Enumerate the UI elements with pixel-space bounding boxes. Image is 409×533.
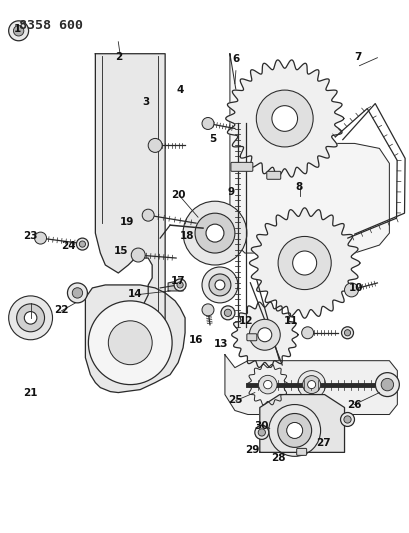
Circle shape: [301, 327, 313, 339]
Text: 27: 27: [315, 438, 330, 448]
Text: 20: 20: [171, 190, 185, 200]
Text: 26: 26: [346, 400, 360, 410]
Circle shape: [79, 241, 85, 247]
Circle shape: [292, 251, 316, 275]
Polygon shape: [95, 54, 165, 340]
Text: 12: 12: [238, 316, 252, 326]
Circle shape: [256, 90, 312, 147]
Circle shape: [17, 304, 45, 332]
Polygon shape: [168, 281, 183, 291]
Text: 13: 13: [213, 338, 228, 349]
Circle shape: [142, 209, 154, 221]
Text: 6: 6: [231, 54, 239, 64]
Circle shape: [286, 423, 301, 438]
Text: 18: 18: [179, 231, 193, 241]
Text: 7: 7: [354, 52, 361, 62]
Polygon shape: [225, 354, 396, 415]
Polygon shape: [247, 365, 288, 405]
Text: 14: 14: [128, 289, 142, 299]
FancyBboxPatch shape: [266, 171, 280, 179]
Circle shape: [341, 327, 353, 339]
Circle shape: [76, 238, 88, 250]
Text: 29: 29: [244, 445, 258, 455]
FancyBboxPatch shape: [230, 163, 252, 171]
Circle shape: [131, 248, 145, 262]
Text: 30: 30: [254, 421, 268, 431]
Polygon shape: [249, 208, 359, 318]
Circle shape: [24, 312, 37, 324]
Polygon shape: [85, 285, 184, 393]
Text: 16: 16: [188, 335, 203, 345]
Circle shape: [108, 321, 152, 365]
Circle shape: [268, 405, 320, 456]
Circle shape: [249, 319, 280, 350]
Circle shape: [72, 288, 83, 298]
Circle shape: [271, 106, 297, 131]
Circle shape: [297, 370, 325, 399]
Text: 3: 3: [142, 97, 149, 107]
Circle shape: [209, 274, 230, 296]
Circle shape: [343, 416, 350, 423]
Polygon shape: [229, 54, 389, 253]
Circle shape: [9, 21, 29, 41]
Text: 23: 23: [23, 231, 37, 241]
Circle shape: [148, 139, 162, 152]
Circle shape: [9, 296, 52, 340]
Text: 2: 2: [115, 52, 123, 62]
Circle shape: [375, 373, 398, 397]
Text: 8358 600: 8358 600: [18, 19, 83, 32]
Text: 25: 25: [228, 395, 242, 406]
Text: 19: 19: [120, 217, 134, 228]
FancyBboxPatch shape: [246, 334, 256, 341]
Text: 24: 24: [61, 241, 75, 252]
Circle shape: [174, 279, 186, 291]
Circle shape: [263, 381, 271, 389]
Text: 22: 22: [54, 305, 68, 315]
Text: 21: 21: [23, 388, 37, 398]
Circle shape: [67, 283, 87, 303]
Circle shape: [224, 309, 231, 317]
FancyBboxPatch shape: [296, 448, 306, 455]
Text: 10: 10: [348, 282, 362, 293]
Circle shape: [183, 201, 246, 265]
Circle shape: [257, 328, 271, 342]
Circle shape: [277, 237, 330, 289]
Circle shape: [220, 306, 234, 320]
Circle shape: [277, 414, 311, 447]
Circle shape: [205, 224, 223, 242]
Text: 17: 17: [171, 277, 185, 286]
Text: 11: 11: [283, 316, 297, 326]
Text: 4: 4: [176, 85, 184, 95]
Circle shape: [13, 26, 24, 36]
Text: 1: 1: [14, 24, 21, 34]
Circle shape: [344, 330, 350, 336]
Circle shape: [88, 301, 172, 385]
Circle shape: [34, 232, 47, 244]
Polygon shape: [225, 60, 343, 177]
Circle shape: [202, 267, 237, 303]
Circle shape: [202, 117, 213, 130]
Circle shape: [258, 429, 265, 436]
Circle shape: [177, 282, 183, 288]
Text: 8: 8: [294, 182, 302, 192]
Circle shape: [380, 378, 393, 391]
Circle shape: [302, 376, 320, 393]
Polygon shape: [231, 302, 297, 367]
Circle shape: [258, 375, 276, 394]
Circle shape: [214, 280, 224, 290]
Text: 9: 9: [227, 187, 234, 197]
Circle shape: [254, 425, 268, 439]
Circle shape: [195, 213, 234, 253]
Circle shape: [340, 413, 354, 426]
Text: 15: 15: [114, 246, 128, 255]
Text: 5: 5: [209, 134, 216, 144]
Circle shape: [344, 283, 357, 297]
Circle shape: [307, 381, 315, 389]
Circle shape: [202, 304, 213, 316]
Polygon shape: [259, 394, 344, 453]
Text: 28: 28: [271, 453, 285, 463]
Circle shape: [286, 423, 302, 439]
